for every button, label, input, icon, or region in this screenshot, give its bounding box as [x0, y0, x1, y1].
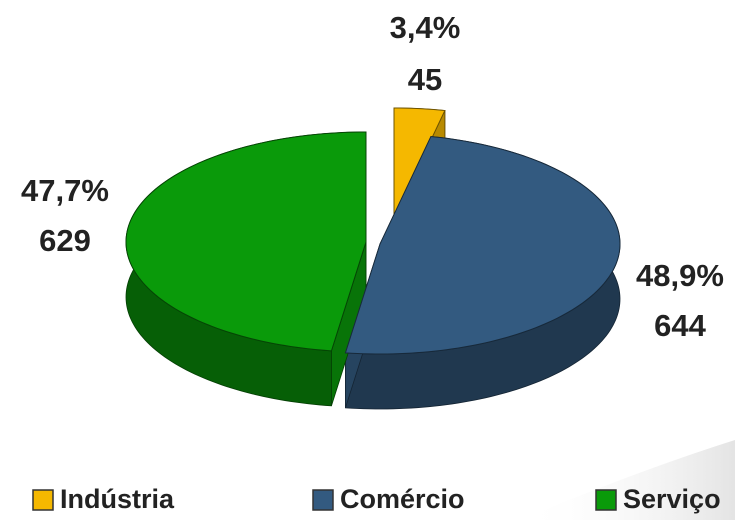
legend-label: Comércio: [340, 484, 465, 514]
percent-label: 47,7%: [21, 173, 109, 208]
legend-swatch: [32, 489, 54, 511]
legend: Indústria Comércio Serviço: [32, 484, 721, 514]
slice-top: [125, 131, 367, 352]
pie: [125, 107, 621, 410]
legend-label: Indústria: [60, 484, 175, 514]
legend-swatch: [312, 489, 334, 511]
percent-label: 48,9%: [636, 258, 724, 293]
legend-label: Serviço: [623, 484, 721, 514]
count-label: 629: [39, 223, 91, 258]
background-swoosh: [520, 440, 735, 520]
count-label: 644: [654, 308, 706, 343]
slice-top: [344, 135, 621, 355]
legend-swatch: [595, 489, 617, 511]
percent-label: 3,4%: [390, 10, 461, 45]
count-label: 45: [408, 62, 442, 97]
labels: 3,4% 45 48,9% 644 47,7% 629: [21, 10, 724, 343]
